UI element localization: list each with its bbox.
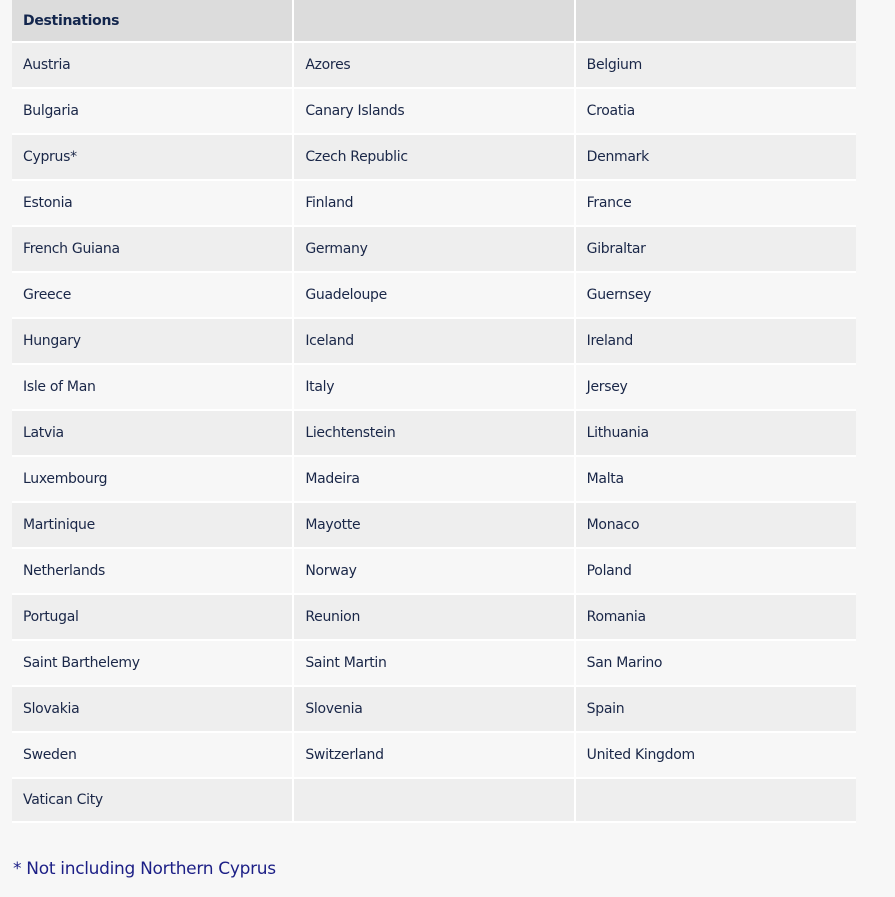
destination-cell: Iceland xyxy=(292,317,576,365)
table-row: Netherlands Norway Poland xyxy=(12,547,856,595)
destination-cell: Vatican City xyxy=(12,777,295,823)
table-row: Luxembourg Madeira Malta xyxy=(12,455,856,503)
destination-cell: Croatia xyxy=(573,87,856,135)
table-row: French Guiana Germany Gibraltar xyxy=(12,225,856,273)
destination-cell: Estonia xyxy=(12,179,295,227)
table-row: Bulgaria Canary Islands Croatia xyxy=(12,87,856,135)
destination-cell: Netherlands xyxy=(12,547,295,595)
destination-cell: Monaco xyxy=(573,501,856,549)
destination-cell: Slovenia xyxy=(292,685,576,733)
table-row: Cyprus* Czech Republic Denmark xyxy=(12,133,856,181)
header-cell xyxy=(573,0,856,43)
destination-cell: Ireland xyxy=(573,317,856,365)
destination-cell: Martinique xyxy=(12,501,295,549)
destination-cell: Reunion xyxy=(292,593,576,641)
destination-cell: Switzerland xyxy=(292,731,576,779)
table-row: Martinique Mayotte Monaco xyxy=(12,501,856,549)
destination-cell: Austria xyxy=(12,41,295,89)
destination-cell: Greece xyxy=(12,271,295,319)
destination-cell: Belgium xyxy=(573,41,856,89)
destination-cell: Italy xyxy=(292,363,576,411)
destination-cell: Bulgaria xyxy=(12,87,295,135)
destination-cell: Portugal xyxy=(12,593,295,641)
destination-cell: Madeira xyxy=(292,455,576,503)
destination-cell: Norway xyxy=(292,547,576,595)
destination-cell: Lithuania xyxy=(573,409,856,457)
destination-cell: Denmark xyxy=(573,133,856,181)
destination-cell: Isle of Man xyxy=(12,363,295,411)
destination-cell: Saint Barthelemy xyxy=(12,639,295,687)
destination-cell: Finland xyxy=(292,179,576,227)
table-row: Saint Barthelemy Saint Martin San Marino xyxy=(12,639,856,687)
destinations-table: Destinations Austria Azores Belgium Bulgari… xyxy=(12,0,856,823)
destination-cell: Hungary xyxy=(12,317,295,365)
destination-cell: Malta xyxy=(573,455,856,503)
table-row: Vatican City xyxy=(12,777,856,823)
table-row: Greece Guadeloupe Guernsey xyxy=(12,271,856,319)
destination-cell: Canary Islands xyxy=(292,87,576,135)
destination-cell: Sweden xyxy=(12,731,295,779)
destination-cell: Czech Republic xyxy=(292,133,576,181)
table-row: Portugal Reunion Romania xyxy=(12,593,856,641)
destination-cell: Saint Martin xyxy=(292,639,576,687)
header-cell xyxy=(292,0,576,43)
table-row: Estonia Finland France xyxy=(12,179,856,227)
footnote: * Not including Northern Cyprus xyxy=(13,859,276,879)
destination-cell: Cyprus* xyxy=(12,133,295,181)
destination-cell: France xyxy=(573,179,856,227)
destination-cell: Germany xyxy=(292,225,576,273)
destination-cell: Liechtenstein xyxy=(292,409,576,457)
header-cell: Destinations xyxy=(12,0,295,43)
destination-cell: San Marino xyxy=(573,639,856,687)
destination-cell: Poland xyxy=(573,547,856,595)
table-header-row: Destinations xyxy=(12,0,856,43)
destination-cell: Luxembourg xyxy=(12,455,295,503)
table-row: Slovakia Slovenia Spain xyxy=(12,685,856,733)
destination-cell: Jersey xyxy=(573,363,856,411)
destination-cell: Azores xyxy=(292,41,576,89)
destination-cell: Romania xyxy=(573,593,856,641)
destination-cell: Spain xyxy=(573,685,856,733)
table-row: Isle of Man Italy Jersey xyxy=(12,363,856,411)
destination-cell: Guernsey xyxy=(573,271,856,319)
destination-cell: Guadeloupe xyxy=(292,271,576,319)
destination-cell: Latvia xyxy=(12,409,295,457)
table-row: Austria Azores Belgium xyxy=(12,41,856,89)
destination-cell: United Kingdom xyxy=(573,731,856,779)
destination-cell xyxy=(573,777,856,823)
destination-cell: Slovakia xyxy=(12,685,295,733)
table-row: Latvia Liechtenstein Lithuania xyxy=(12,409,856,457)
destination-cell: Mayotte xyxy=(292,501,576,549)
table-row: Sweden Switzerland United Kingdom xyxy=(12,731,856,779)
table-row: Hungary Iceland Ireland xyxy=(12,317,856,365)
destination-cell: Gibraltar xyxy=(573,225,856,273)
destination-cell xyxy=(292,777,576,823)
destination-cell: French Guiana xyxy=(12,225,295,273)
